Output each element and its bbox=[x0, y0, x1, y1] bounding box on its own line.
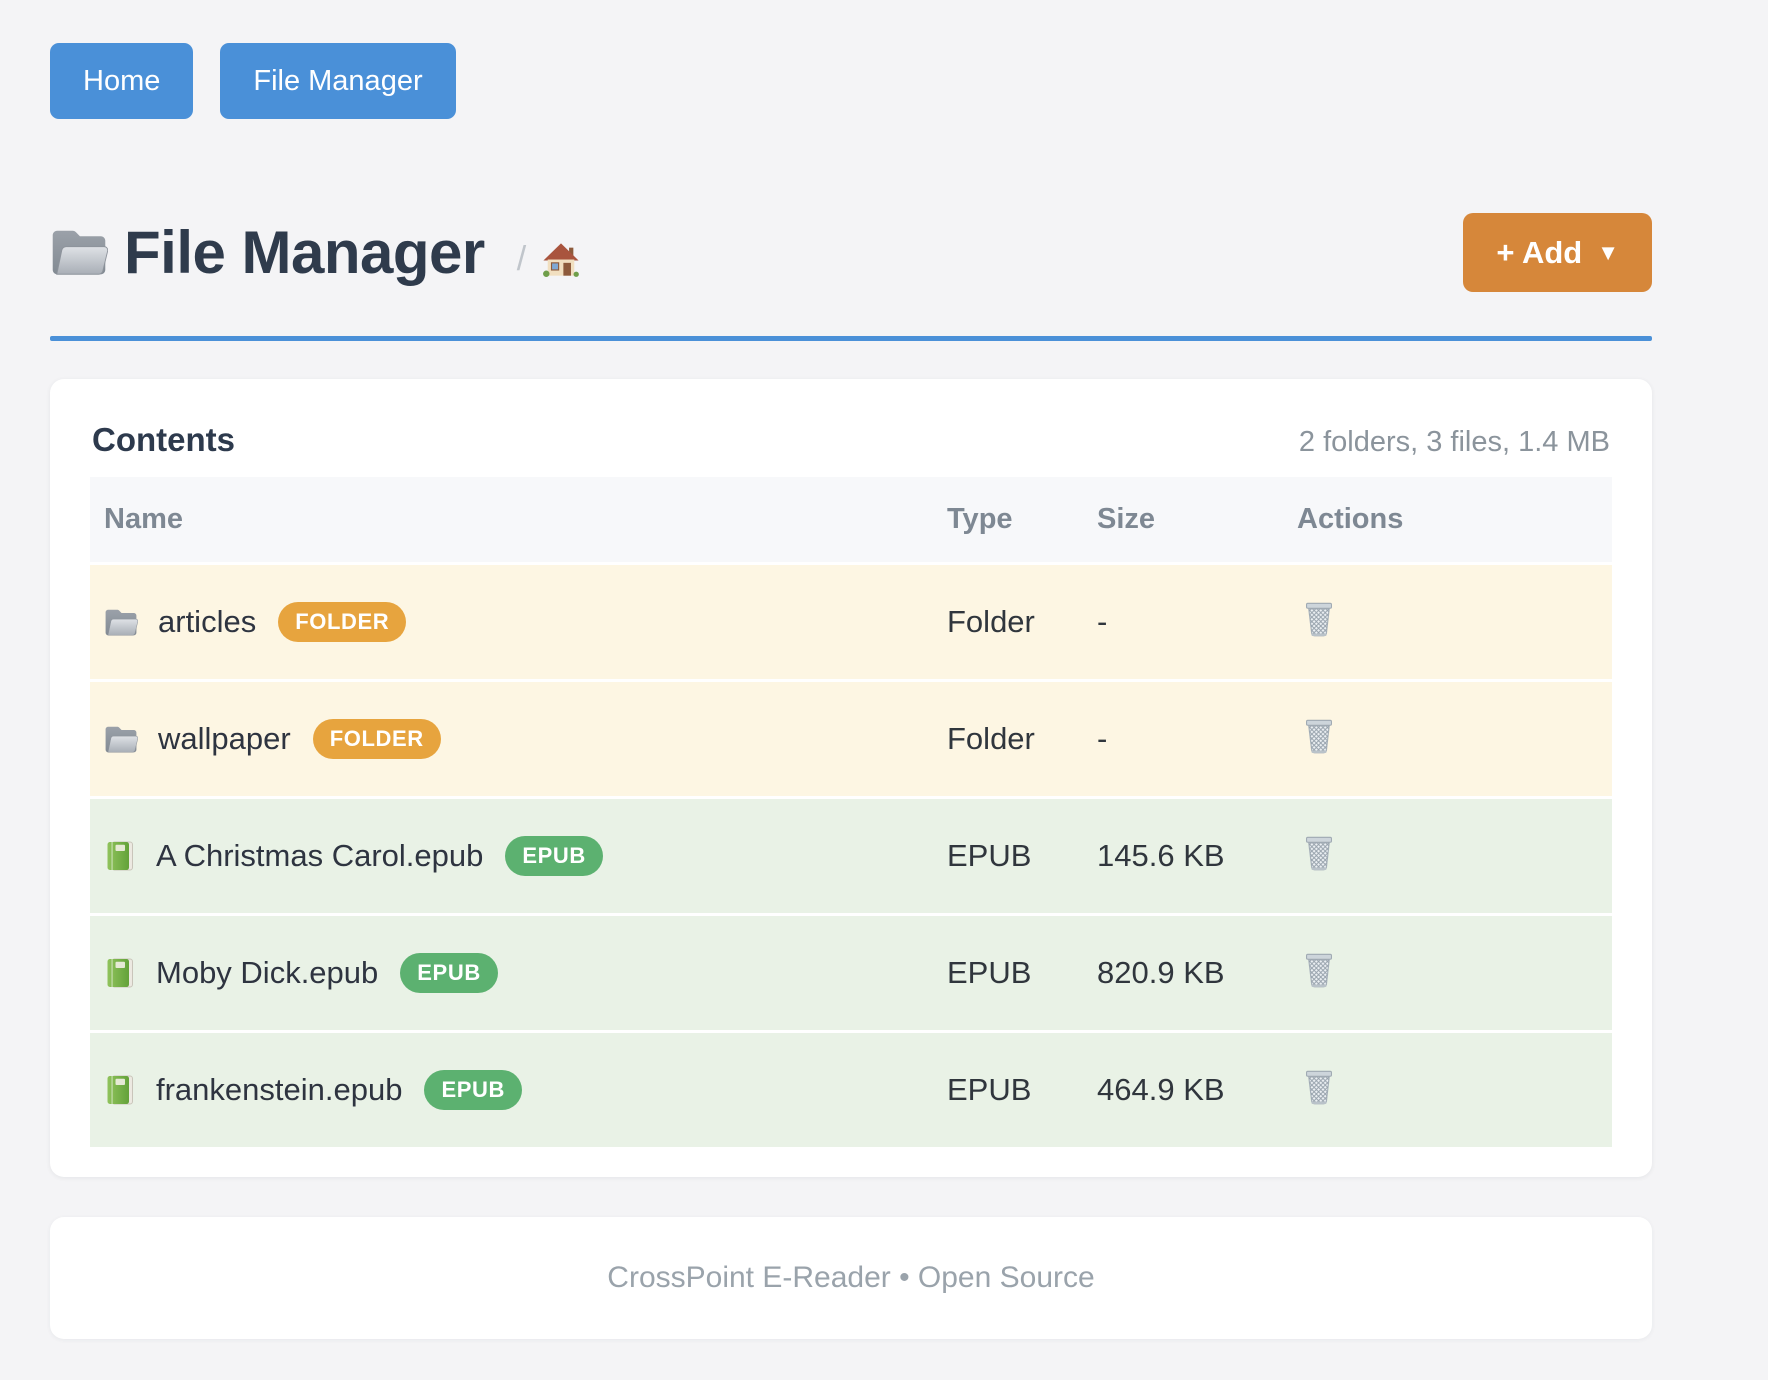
file-name-link[interactable]: frankenstein.epub bbox=[156, 1072, 403, 1107]
table-header-row: Name Type Size Actions bbox=[90, 477, 1612, 564]
size-cell: - bbox=[1097, 604, 1108, 639]
delete-button[interactable] bbox=[1303, 716, 1335, 754]
page-header: File Manager / + Add ▼ bbox=[50, 213, 1652, 292]
type-cell: Folder bbox=[947, 604, 1035, 639]
trash-icon bbox=[1303, 950, 1335, 988]
type-cell: Folder bbox=[947, 721, 1035, 756]
trash-icon bbox=[1303, 599, 1335, 637]
column-header-name: Name bbox=[104, 503, 183, 535]
table-row: frankenstein.epub EPUB EPUB 464.9 KB bbox=[90, 1031, 1612, 1147]
table-row: Moby Dick.epub EPUB EPUB 820.9 KB bbox=[90, 914, 1612, 1032]
delete-button[interactable] bbox=[1303, 1067, 1335, 1105]
add-button-label: + Add bbox=[1496, 235, 1583, 270]
type-badge: EPUB bbox=[505, 836, 603, 876]
folder-icon bbox=[50, 226, 108, 279]
footer-text: CrossPoint E-Reader • Open Source bbox=[607, 1261, 1095, 1294]
top-nav: Home File Manager bbox=[0, 0, 1768, 119]
folder-icon bbox=[104, 724, 138, 755]
type-badge: EPUB bbox=[424, 1070, 522, 1110]
size-cell: - bbox=[1097, 721, 1108, 756]
book-icon bbox=[104, 1074, 136, 1106]
contents-summary: 2 folders, 3 files, 1.4 MB bbox=[1298, 426, 1610, 458]
type-cell: EPUB bbox=[947, 838, 1032, 873]
file-name-link[interactable]: articles bbox=[158, 604, 257, 639]
delete-button[interactable] bbox=[1303, 950, 1335, 988]
type-cell: EPUB bbox=[947, 1072, 1032, 1107]
footer-card: CrossPoint E-Reader • Open Source bbox=[50, 1217, 1652, 1339]
book-icon bbox=[104, 957, 136, 989]
file-table: Name Type Size Actions articles FOLDER F… bbox=[90, 477, 1612, 1147]
column-header-actions: Actions bbox=[1297, 503, 1404, 535]
type-cell: EPUB bbox=[947, 955, 1032, 990]
add-button[interactable]: + Add ▼ bbox=[1463, 213, 1652, 292]
contents-card: Contents 2 folders, 3 files, 1.4 MB Name… bbox=[50, 379, 1652, 1177]
house-icon bbox=[542, 241, 580, 279]
size-cell: 820.9 KB bbox=[1097, 955, 1225, 990]
delete-button[interactable] bbox=[1303, 833, 1335, 871]
breadcrumb-home-link[interactable] bbox=[542, 241, 580, 279]
type-badge: FOLDER bbox=[312, 719, 441, 759]
trash-icon bbox=[1303, 833, 1335, 871]
column-header-type: Type bbox=[947, 503, 1013, 535]
column-header-size: Size bbox=[1097, 503, 1156, 535]
size-cell: 464.9 KB bbox=[1097, 1072, 1225, 1107]
delete-button[interactable] bbox=[1303, 599, 1335, 637]
page-title: File Manager bbox=[124, 219, 485, 286]
nav-home-button[interactable]: Home bbox=[50, 43, 194, 119]
size-cell: 145.6 KB bbox=[1097, 838, 1225, 873]
breadcrumb-separator: / bbox=[516, 240, 527, 278]
table-row: wallpaper FOLDER Folder - bbox=[90, 680, 1612, 798]
trash-icon bbox=[1303, 716, 1335, 754]
caret-down-icon: ▼ bbox=[1597, 239, 1619, 265]
title-underline bbox=[50, 336, 1652, 341]
book-icon bbox=[104, 840, 136, 872]
breadcrumb: / bbox=[517, 240, 580, 279]
file-name-link[interactable]: wallpaper bbox=[158, 721, 291, 756]
table-row: articles FOLDER Folder - bbox=[90, 563, 1612, 681]
file-name-link[interactable]: Moby Dick.epub bbox=[156, 955, 379, 990]
contents-heading: Contents bbox=[92, 421, 235, 458]
table-row: A Christmas Carol.epub EPUB EPUB 145.6 K… bbox=[90, 797, 1612, 915]
trash-icon bbox=[1303, 1067, 1335, 1105]
type-badge: EPUB bbox=[400, 953, 498, 993]
nav-file-manager-button[interactable]: File Manager bbox=[220, 43, 456, 119]
type-badge: FOLDER bbox=[278, 602, 407, 642]
file-name-link[interactable]: A Christmas Carol.epub bbox=[156, 838, 484, 873]
folder-icon bbox=[104, 607, 138, 638]
